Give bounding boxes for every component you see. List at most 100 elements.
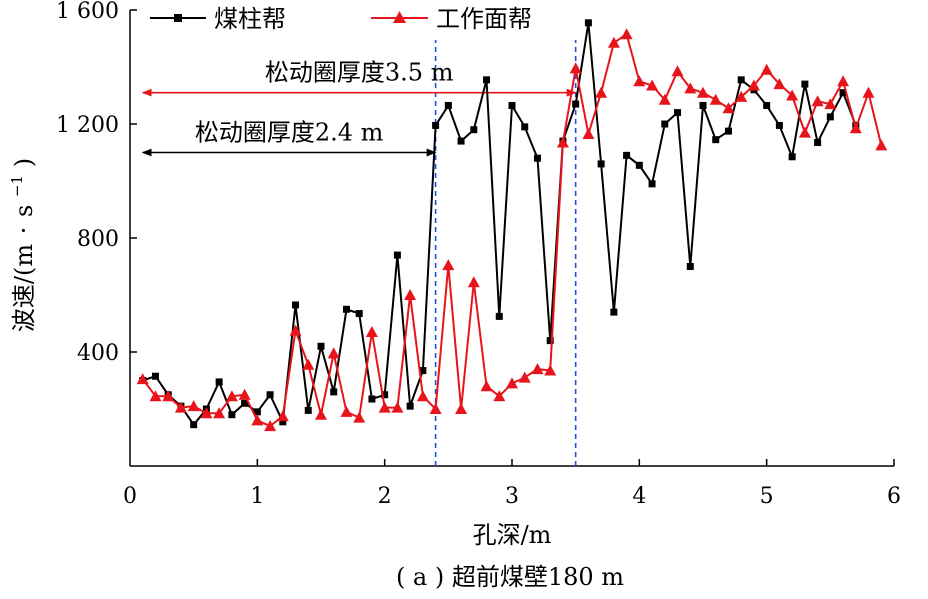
y-axis-title-superscript: −1 <box>8 175 26 197</box>
data-point <box>264 420 277 432</box>
data-point <box>419 367 427 375</box>
annotation-label: 松动圈厚度2.4 m <box>195 119 384 147</box>
data-point <box>304 406 312 414</box>
data-point <box>826 113 834 121</box>
y-tick-label: 1 600 <box>56 0 119 24</box>
y-axis-title-close: ) <box>10 158 38 167</box>
data-point <box>225 390 238 402</box>
data-point <box>584 19 592 27</box>
legend-item-working-face: 工作面帮 <box>371 5 532 33</box>
data-point <box>149 390 162 402</box>
annotation-label: 松动圈厚度3.5 m <box>265 59 454 87</box>
data-point <box>633 75 646 87</box>
x-tick-label: 1 <box>250 484 264 509</box>
data-point <box>444 101 452 109</box>
data-point <box>709 93 722 105</box>
data-point <box>572 100 580 108</box>
x-axis-title: 孔深/m <box>473 521 552 549</box>
y-axis-ticks: 400 800 1 200 1 600 <box>56 0 137 366</box>
data-point <box>735 90 748 102</box>
data-point <box>837 75 850 87</box>
data-point <box>824 98 837 110</box>
data-point <box>635 161 643 169</box>
data-point <box>546 337 554 345</box>
legend-marker-working-face <box>393 11 406 23</box>
data-point <box>722 102 735 114</box>
x-tick-label: 3 <box>505 484 519 509</box>
data-point <box>302 358 315 370</box>
data-point <box>393 251 401 259</box>
y-tick-label: 1 200 <box>56 113 119 138</box>
data-point <box>467 276 480 288</box>
data-point <box>200 407 213 419</box>
data-point <box>544 364 557 376</box>
data-point <box>646 79 659 91</box>
x-tick-label: 5 <box>760 484 774 509</box>
data-point <box>506 377 518 389</box>
data-point <box>531 363 544 375</box>
data-point <box>368 395 376 403</box>
data-point <box>238 388 251 400</box>
data-point <box>187 400 200 412</box>
y-axis-title-main: 波速/(m <box>10 244 38 332</box>
reference-lines <box>434 40 577 466</box>
legend-label-coal-pillar: 煤柱帮 <box>214 5 286 33</box>
y-axis-title-unit: s <box>10 205 38 217</box>
annotations: 松动圈厚度2.4 m 松动圈厚度3.5 m <box>141 59 577 157</box>
y-tick-label: 400 <box>77 341 119 366</box>
chart-caption: ( a ) 超前煤壁180 m <box>396 563 624 591</box>
data-point <box>518 371 531 383</box>
data-point <box>215 378 223 386</box>
data-point <box>495 312 503 320</box>
data-point <box>327 347 340 359</box>
data-point <box>213 407 226 419</box>
data-point <box>406 402 414 410</box>
data-point <box>811 95 824 107</box>
x-tick-label: 6 <box>887 484 901 509</box>
data-point <box>241 399 249 407</box>
data-point <box>355 310 363 318</box>
data-point <box>228 411 236 419</box>
data-point <box>292 301 300 309</box>
data-point <box>801 80 809 88</box>
data-point <box>317 342 325 350</box>
data-point <box>798 126 811 138</box>
data-point <box>814 139 822 147</box>
data-point <box>658 93 671 105</box>
data-point <box>788 153 796 161</box>
data-point <box>279 418 287 426</box>
data-point <box>747 79 760 91</box>
data-point <box>849 122 862 134</box>
data-point <box>595 86 608 98</box>
data-point <box>404 289 417 300</box>
data-point <box>556 136 569 148</box>
legend-item-coal-pillar: 煤柱帮 <box>150 5 286 33</box>
data-point <box>607 36 620 48</box>
x-axis-ticks: 0 1 2 3 4 5 6 <box>123 459 901 509</box>
data-point <box>353 411 366 423</box>
data-point <box>276 410 289 422</box>
data-point <box>610 308 618 316</box>
data-point <box>315 408 327 420</box>
data-point <box>190 421 198 429</box>
data-point <box>582 128 595 139</box>
data-point <box>470 126 478 134</box>
series-layer <box>136 19 888 432</box>
data-point <box>786 89 799 101</box>
series-line-coal-pillar <box>142 21 857 426</box>
x-tick-label: 0 <box>123 484 137 509</box>
data-point <box>442 259 455 271</box>
data-point <box>875 139 888 151</box>
x-tick-label: 4 <box>632 484 646 509</box>
data-point <box>623 151 631 159</box>
data-point <box>162 390 175 402</box>
data-point <box>253 408 261 416</box>
data-point <box>569 62 582 74</box>
data-point <box>737 76 745 84</box>
data-point <box>699 101 707 109</box>
data-point <box>697 86 709 98</box>
data-point <box>416 390 429 402</box>
data-point <box>342 305 350 313</box>
